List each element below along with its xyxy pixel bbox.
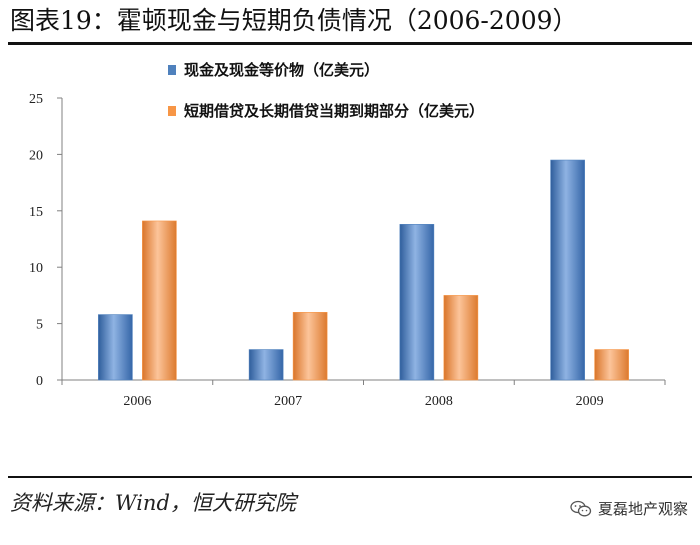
bar-cash-2009 — [550, 159, 585, 381]
bar-cash-2008 — [399, 224, 435, 381]
x-tick-label: 2006 — [123, 394, 151, 409]
title-divider — [8, 42, 692, 45]
y-tick-label: 0 — [36, 374, 43, 389]
x-tick-label: 2007 — [274, 394, 302, 409]
legend-swatch-1 — [168, 65, 176, 75]
legend-label-2: 短期借贷及长期借贷当期到期部分（亿美元） — [184, 102, 484, 120]
watermark-text: 夏磊地产观察 — [597, 500, 688, 518]
chart-legend: 现金及现金等价物（亿美元） 短期借贷及长期借贷当期到期部分（亿美元） — [168, 61, 484, 120]
y-tick-label: 20 — [29, 148, 43, 163]
page-title: 图表19：霍顿现金与短期负债情况（2006-2009） — [10, 6, 578, 35]
x-tick-label: 2009 — [576, 394, 604, 409]
watermark: 夏磊地产观察 — [570, 498, 688, 519]
legend-label-1: 现金及现金等价物（亿美元） — [184, 61, 379, 79]
bar-short-term-debt-2006 — [142, 220, 177, 381]
x-tick-label: 2008 — [425, 394, 453, 409]
y-tick-label: 5 — [36, 318, 43, 333]
y-tick-label: 15 — [29, 205, 43, 220]
legend-swatch-2 — [168, 106, 176, 116]
y-tick-label: 25 — [29, 92, 43, 107]
bar-short-term-debt-2008 — [443, 295, 479, 381]
source-note: 资料来源：Wind，恒大研究院 — [10, 491, 296, 515]
bar-short-term-debt-2009 — [594, 349, 629, 381]
bar-short-term-debt-2007 — [292, 312, 328, 381]
bar-cash-2007 — [248, 349, 284, 381]
chart-bars — [98, 159, 629, 381]
chart-tick-labels: 0 5 10 15 20 25 2006 2007 2008 2009 — [29, 92, 604, 409]
bar-cash-2006 — [98, 314, 133, 381]
y-tick-label: 10 — [29, 261, 43, 276]
wechat-icon — [570, 500, 592, 516]
footer-divider — [8, 476, 692, 478]
